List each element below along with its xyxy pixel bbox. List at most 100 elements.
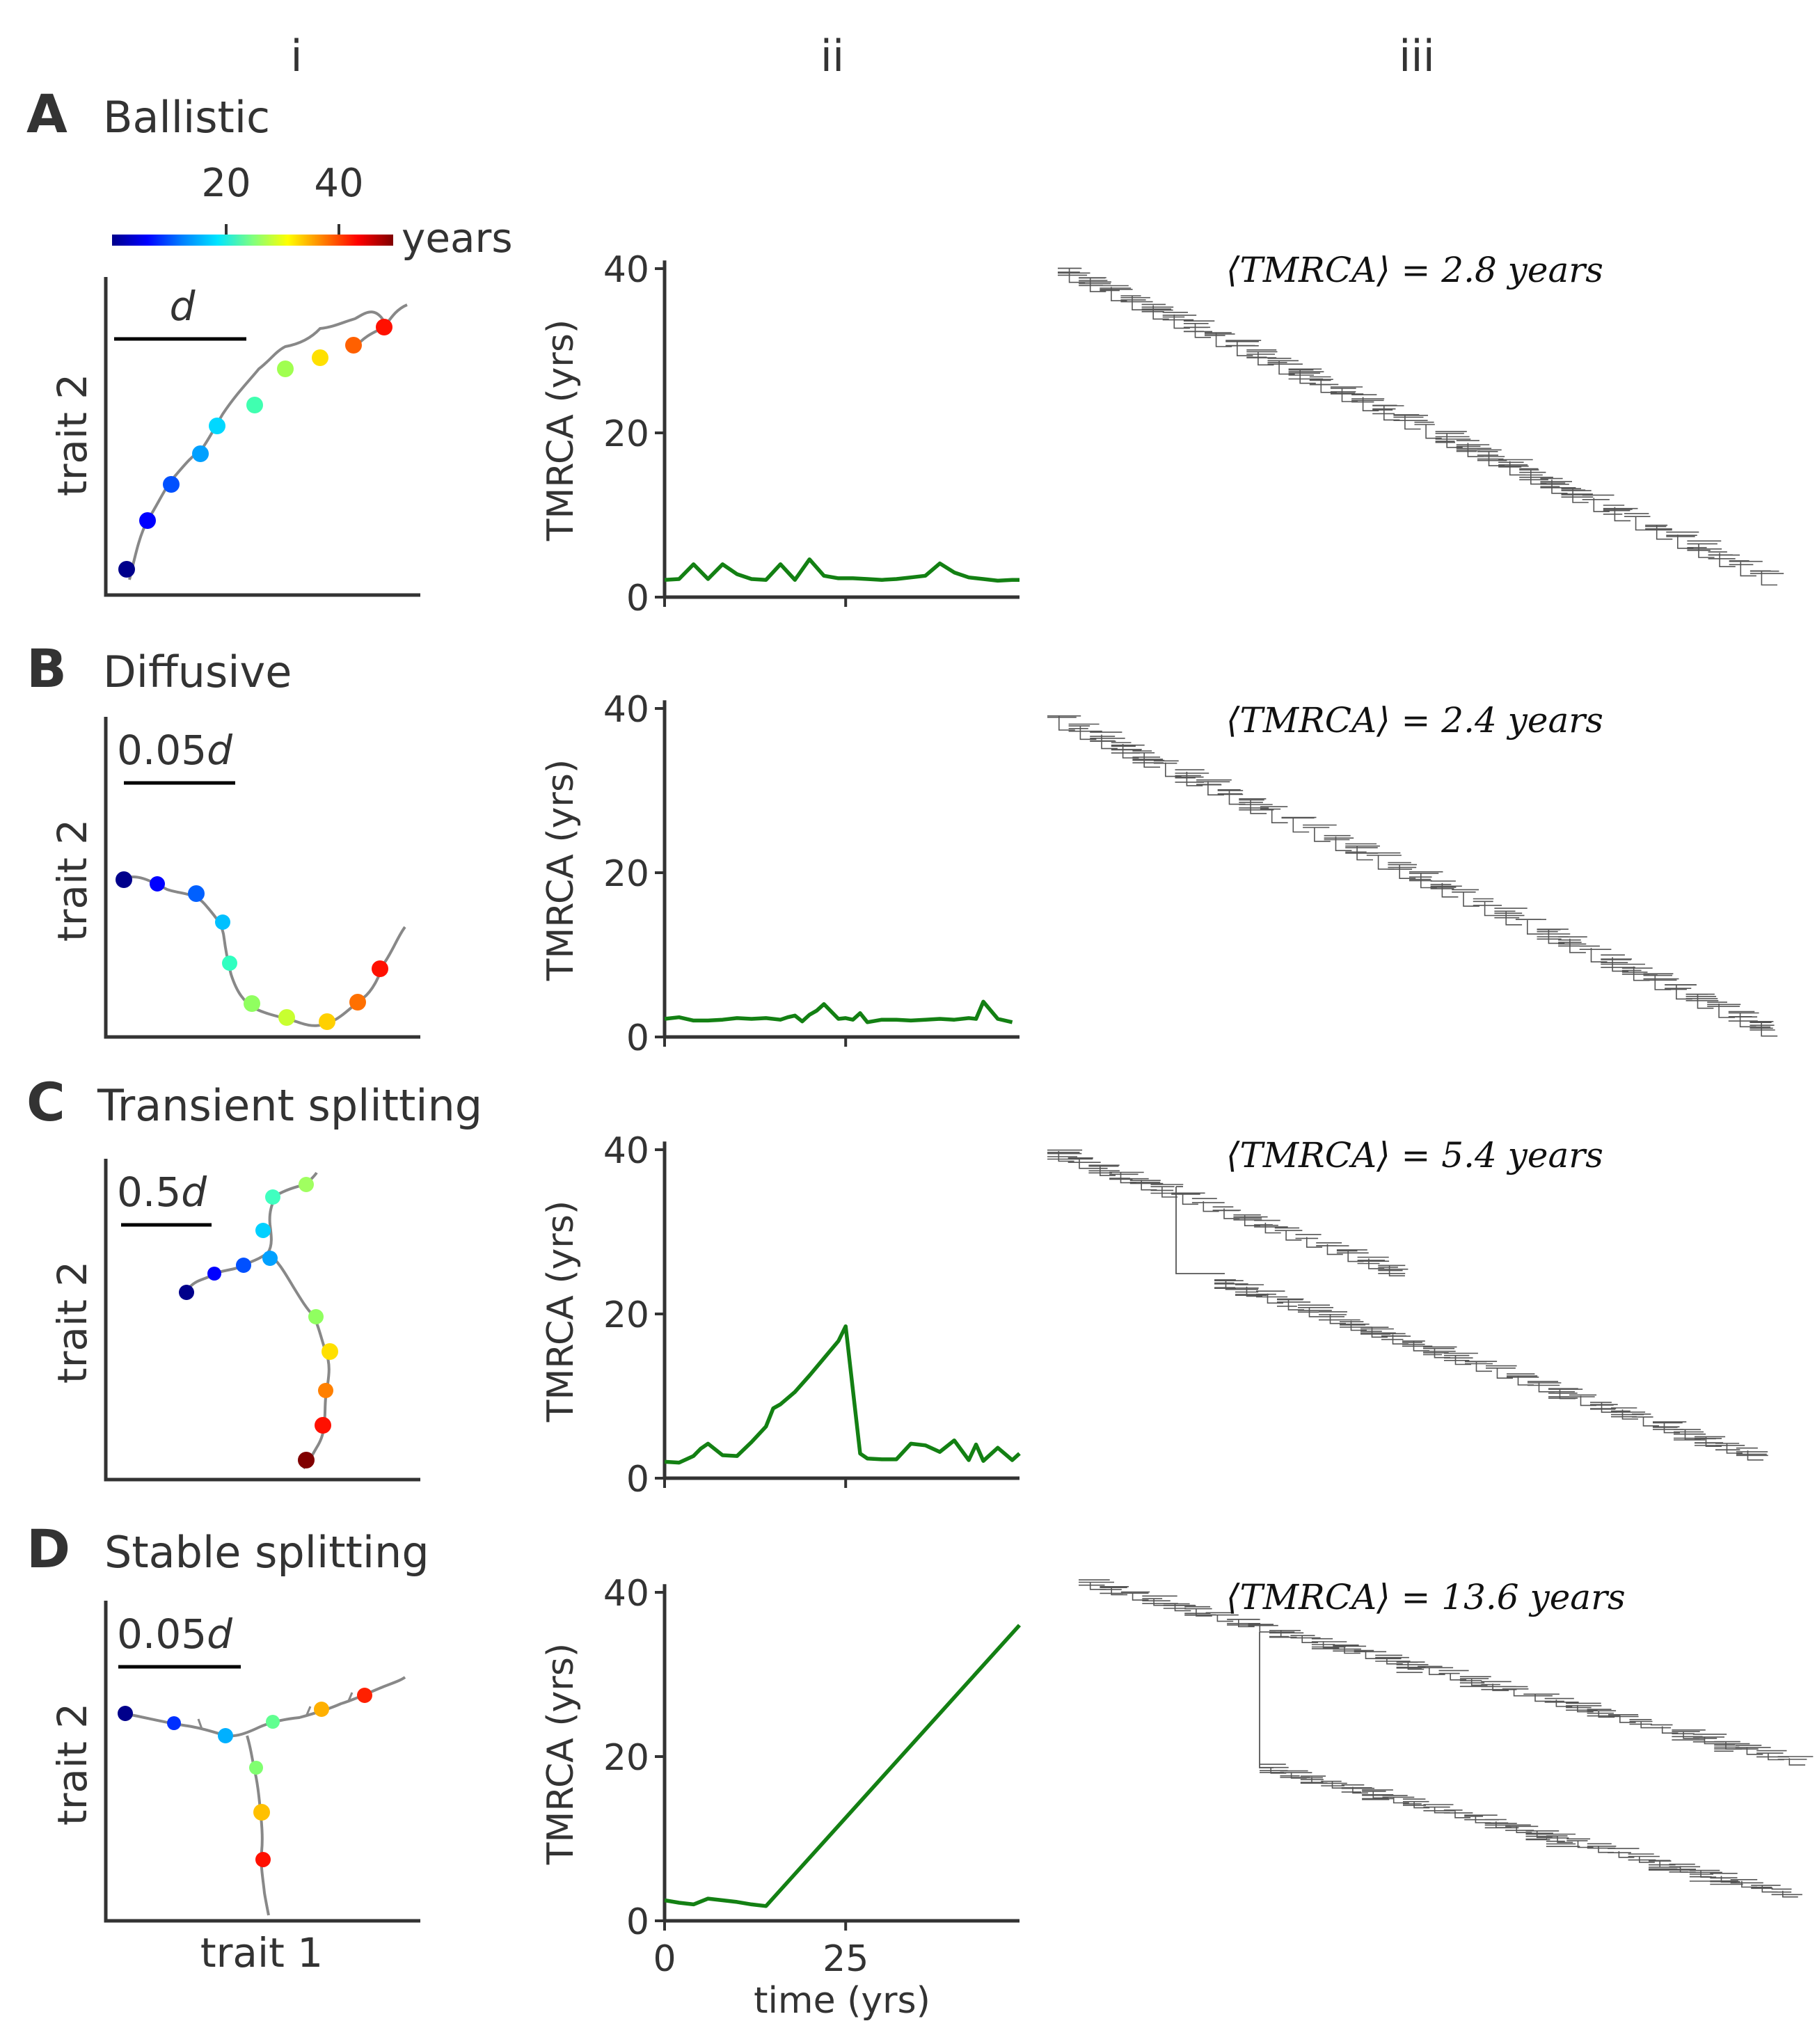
- trajectory-dot: [118, 561, 135, 578]
- trajectory-dot: [218, 1728, 233, 1743]
- trajectory-dot: [372, 960, 388, 977]
- tmrca-chart: 0 20 40 TMRCA (yrs): [540, 249, 1019, 619]
- tmrca-label: ⟨TMRCA⟩ = 2.4 years: [1226, 700, 1603, 740]
- tree-branches-path: [1047, 715, 1778, 1037]
- trajectory-dot: [163, 476, 180, 493]
- genealogy-tree: ⟨TMRCA⟩ = 13.6 years: [1079, 1577, 1814, 1898]
- trajectory-dot: [207, 1267, 221, 1281]
- trajectory-plot: d trait 2: [49, 277, 420, 597]
- panel-title: Stable splitting: [104, 1527, 429, 1578]
- scale-bar-label: d: [170, 283, 196, 330]
- tree-branches: [1079, 1579, 1814, 1898]
- trajectory-dot: [249, 1761, 263, 1775]
- panel-letter: D: [26, 1518, 70, 1580]
- panel-title: Transient splitting: [97, 1080, 482, 1131]
- tmrca-series-line: [664, 1324, 1021, 1465]
- trajectory-dot: [246, 397, 263, 413]
- trajectory-plot: 0.05d trait 2: [49, 717, 420, 1039]
- colorbar-tick-label: 40: [314, 161, 363, 206]
- trajectory-dots: [118, 1688, 372, 1867]
- panel-title: Diffusive: [103, 647, 292, 697]
- column-label-iii: iii: [1399, 31, 1435, 81]
- trajectory-dot: [357, 1688, 372, 1703]
- trajectory-dot: [192, 445, 209, 462]
- trajectory-dots: [116, 871, 388, 1030]
- trajectory-dot: [188, 885, 205, 902]
- panel-a: A Ballistic d trait 2 0 20 40 TMRCA (yrs): [26, 83, 1784, 619]
- trajectory-xlabel: trait 1: [200, 1929, 323, 1976]
- tmrca-chart: 0 20 40 TMRCA (yrs): [540, 1130, 1021, 1500]
- y-tick-label: 40: [603, 689, 649, 731]
- trajectory-dot: [262, 1251, 278, 1266]
- trajectory-path: [123, 1676, 406, 1738]
- genealogy-tree: ⟨TMRCA⟩ = 2.8 years: [1058, 250, 1784, 586]
- tree-branches-path: [1047, 1149, 1409, 1276]
- trajectory-dot: [314, 1702, 329, 1717]
- panel-letter: A: [26, 83, 68, 145]
- y-tick-label: 0: [626, 1901, 649, 1943]
- trajectory-dot: [277, 361, 294, 377]
- column-label-ii: ii: [820, 31, 844, 81]
- trajectory-dot: [315, 1417, 331, 1434]
- tmrca-label: ⟨TMRCA⟩ = 2.8 years: [1226, 250, 1603, 290]
- panel-b: B Diffusive 0.05d trait 2 0 20 40 TMRCA (yr…: [26, 637, 1778, 1059]
- trajectory-spurs: [197, 1692, 354, 1729]
- trajectory-dots: [118, 319, 392, 578]
- trajectory-dot: [209, 418, 225, 434]
- trajectory-path: [128, 310, 388, 580]
- trajectory-dot: [349, 994, 366, 1011]
- tree-split-branch: [1259, 1632, 1274, 1768]
- trajectory-dot: [150, 876, 165, 892]
- y-axis-label: TMRCA (yrs): [540, 1643, 582, 1865]
- tree-branches-path: [1260, 1764, 1802, 1898]
- tree-branches: [1047, 715, 1778, 1037]
- trajectory-dot: [312, 349, 328, 366]
- trajectory-axes: [104, 1601, 420, 1923]
- panel-d: D Stable splitting 0.05d trait 2 trait 1: [26, 1518, 1814, 2022]
- trajectory-ylabel: trait 2: [49, 374, 96, 496]
- trajectory-plot: 0.05d trait 2 trait 1: [49, 1601, 420, 1976]
- trajectory-dot: [255, 1223, 271, 1238]
- column-label-i: i: [290, 31, 302, 81]
- trajectory-dot: [318, 1383, 333, 1398]
- trajectory-dot: [253, 1804, 270, 1821]
- trajectory-dot: [116, 871, 132, 888]
- trajectory-dot: [322, 1343, 338, 1360]
- y-tick-label: 20: [603, 1294, 649, 1336]
- tmrca-label: ⟨TMRCA⟩ = 13.6 years: [1226, 1577, 1626, 1617]
- trajectory-plot: 0.5d trait 2: [49, 1159, 420, 1482]
- trajectory-axes: [104, 277, 420, 597]
- trajectory-dot: [376, 319, 392, 335]
- trajectory-dot: [298, 1452, 315, 1468]
- trajectory-ylabel: trait 2: [49, 1261, 96, 1384]
- trajectory-dot: [319, 1013, 335, 1030]
- trajectory-dot: [222, 956, 237, 971]
- tree-branches-path: [1058, 267, 1784, 586]
- x-axis-label: time (yrs): [754, 1980, 930, 2022]
- tmrca-series-line: [664, 557, 1019, 583]
- panel-letter: B: [26, 637, 67, 699]
- trajectory-axes: [104, 1159, 420, 1482]
- tree-split-branch: [1175, 1186, 1225, 1274]
- trajectory-ylabel: trait 2: [49, 819, 96, 942]
- trajectory-dot: [118, 1706, 133, 1721]
- y-axis-label: TMRCA (yrs): [540, 319, 582, 541]
- tree-branches-path: [1079, 1579, 1814, 1766]
- y-axis-label: TMRCA (yrs): [540, 759, 582, 981]
- x-tick-label: 0: [653, 1938, 676, 1980]
- y-axis-label: TMRCA (yrs): [540, 1201, 582, 1423]
- y-tick-label: 40: [603, 1130, 649, 1172]
- trajectory-dot: [255, 1852, 271, 1867]
- trajectory-ylabel: trait 2: [49, 1703, 96, 1825]
- trajectory-axes: [104, 717, 420, 1039]
- trajectory-dot: [215, 914, 230, 930]
- trajectory-dot: [236, 1258, 251, 1273]
- y-tick-label: 0: [626, 1017, 649, 1059]
- trajectory-dot: [244, 995, 260, 1012]
- genealogy-tree: ⟨TMRCA⟩ = 5.4 years: [1047, 1135, 1768, 1461]
- trajectory-dot: [345, 337, 362, 354]
- trajectory-dots: [179, 1177, 338, 1468]
- trajectory-dot: [266, 1715, 280, 1729]
- scale-bar-label: 0.05d: [117, 727, 233, 774]
